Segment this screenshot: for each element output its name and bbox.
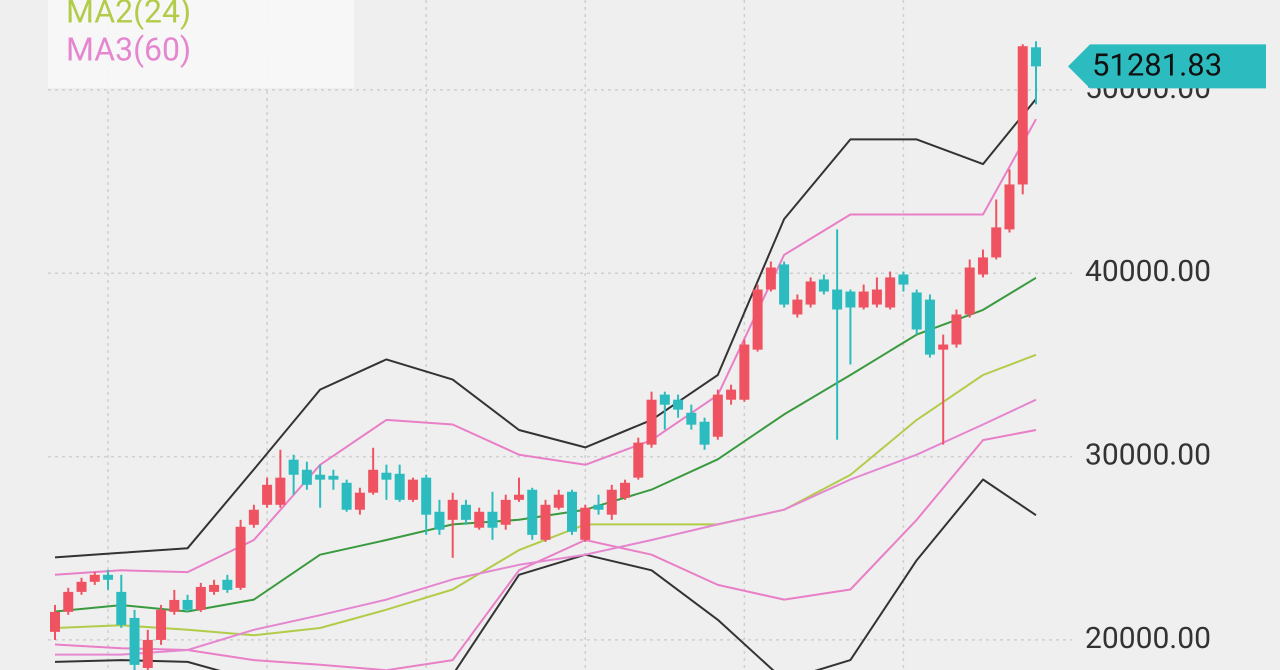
- candle-body: [63, 591, 74, 612]
- candle-body: [209, 584, 220, 592]
- candle-body: [712, 394, 723, 437]
- candle-body: [924, 299, 935, 355]
- candle-body: [646, 399, 657, 445]
- candle-body: [739, 344, 750, 400]
- line: [54, 118, 1037, 576]
- candle-body: [1031, 47, 1041, 67]
- line: [55, 398, 1037, 656]
- candle-body: [222, 579, 233, 590]
- candle-body: [235, 526, 246, 588]
- candle-body: [169, 599, 180, 612]
- candle-body: [474, 511, 485, 528]
- line: [54, 98, 1037, 559]
- candle-body: [620, 482, 631, 498]
- candle-body: [76, 581, 87, 592]
- candle-body: [487, 511, 498, 528]
- candle-body: [593, 504, 604, 510]
- candle-body: [142, 639, 153, 668]
- candle-body: [195, 586, 206, 610]
- candle-body: [1017, 46, 1028, 185]
- candle-body: [460, 504, 471, 520]
- candle-body: [513, 494, 524, 500]
- legend-label: MA3(60): [66, 30, 191, 68]
- candle-body: [103, 574, 114, 580]
- legend: MA2(24)MA3(60): [48, 0, 354, 88]
- candle-body: [381, 472, 392, 480]
- candle-body: [792, 299, 803, 315]
- legend-label: MA2(24): [66, 0, 191, 30]
- candle-body: [301, 469, 312, 485]
- candles: [50, 41, 1041, 670]
- candle-body: [156, 609, 167, 640]
- candle-body: [964, 267, 975, 315]
- line: [54, 429, 1037, 670]
- candle-body: [527, 489, 538, 535]
- line: [54, 478, 1037, 670]
- candle-body: [845, 291, 856, 308]
- y-tick-label: 20000.00: [1085, 621, 1211, 656]
- candle-body: [553, 494, 564, 508]
- candle-body: [871, 289, 882, 305]
- line: [54, 353, 1037, 637]
- candle-body: [341, 482, 352, 510]
- candle-body: [686, 412, 697, 425]
- candle-body: [659, 394, 670, 405]
- candle-body: [977, 257, 988, 275]
- candle-body: [567, 491, 578, 532]
- price-tag: 51281.83: [1068, 44, 1266, 89]
- candle-body: [275, 477, 286, 505]
- candle-body: [315, 474, 326, 480]
- candle-body: [606, 489, 617, 515]
- candle-body: [898, 274, 909, 285]
- candle-body: [858, 291, 869, 308]
- candle-body: [818, 279, 829, 292]
- candle-body: [116, 591, 127, 625]
- candle-body: [779, 264, 790, 305]
- price-tag-label: 51281.83: [1092, 47, 1222, 84]
- candle-body: [500, 499, 511, 525]
- candle-body: [407, 479, 418, 500]
- candle-body: [726, 389, 737, 400]
- candle-body: [394, 473, 405, 500]
- candle-body: [752, 289, 763, 350]
- candle-body: [580, 507, 591, 540]
- legend-box: [48, 0, 354, 88]
- candle-body: [673, 399, 684, 410]
- candle-body: [805, 281, 816, 305]
- candle-body: [368, 469, 379, 493]
- candle-body: [262, 484, 273, 505]
- candle-body: [129, 617, 140, 665]
- candle-body: [288, 459, 299, 475]
- candle-body: [911, 292, 922, 330]
- price-tag-shape: [1068, 44, 1266, 89]
- candle-body: [1004, 184, 1015, 230]
- candle-body: [89, 574, 100, 582]
- candle-body: [50, 611, 60, 632]
- candle-body: [421, 477, 432, 515]
- candle-body: [354, 492, 365, 510]
- candle-body: [434, 511, 445, 530]
- candle-body: [832, 289, 843, 310]
- candle-body: [951, 314, 962, 345]
- candle-body: [447, 499, 458, 520]
- line: [54, 276, 1037, 613]
- candle-body: [991, 227, 1002, 258]
- candle-body: [182, 599, 193, 610]
- candle-body: [699, 421, 710, 445]
- y-tick-label: 40000.00: [1085, 254, 1211, 289]
- candle-body: [938, 344, 949, 350]
- candle-body: [885, 277, 896, 308]
- candle-body: [540, 504, 551, 540]
- candle-body: [328, 475, 339, 480]
- candle-body: [248, 509, 259, 525]
- y-tick-label: 30000.00: [1085, 437, 1211, 472]
- candle-body: [765, 267, 776, 290]
- overlay-lines: [54, 98, 1037, 670]
- candle-body: [633, 442, 644, 478]
